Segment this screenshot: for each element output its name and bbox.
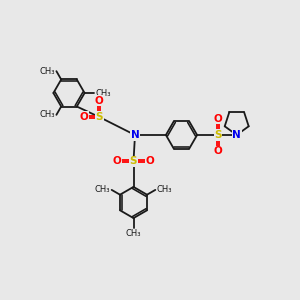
Text: CH₃: CH₃ [40, 110, 55, 119]
Text: S: S [214, 130, 222, 140]
Text: O: O [145, 156, 154, 167]
Text: N: N [232, 130, 241, 140]
Text: S: S [130, 156, 137, 167]
Text: O: O [95, 96, 104, 106]
Text: CH₃: CH₃ [126, 229, 141, 238]
Text: N: N [130, 130, 140, 140]
Text: CH₃: CH₃ [95, 88, 111, 98]
Text: O: O [214, 146, 223, 156]
Text: O: O [214, 114, 223, 124]
Text: CH₃: CH₃ [95, 185, 110, 194]
Text: O: O [113, 156, 122, 167]
Text: O: O [80, 112, 89, 122]
Text: CH₃: CH₃ [157, 185, 172, 194]
Text: CH₃: CH₃ [40, 67, 55, 76]
Text: S: S [95, 112, 103, 122]
